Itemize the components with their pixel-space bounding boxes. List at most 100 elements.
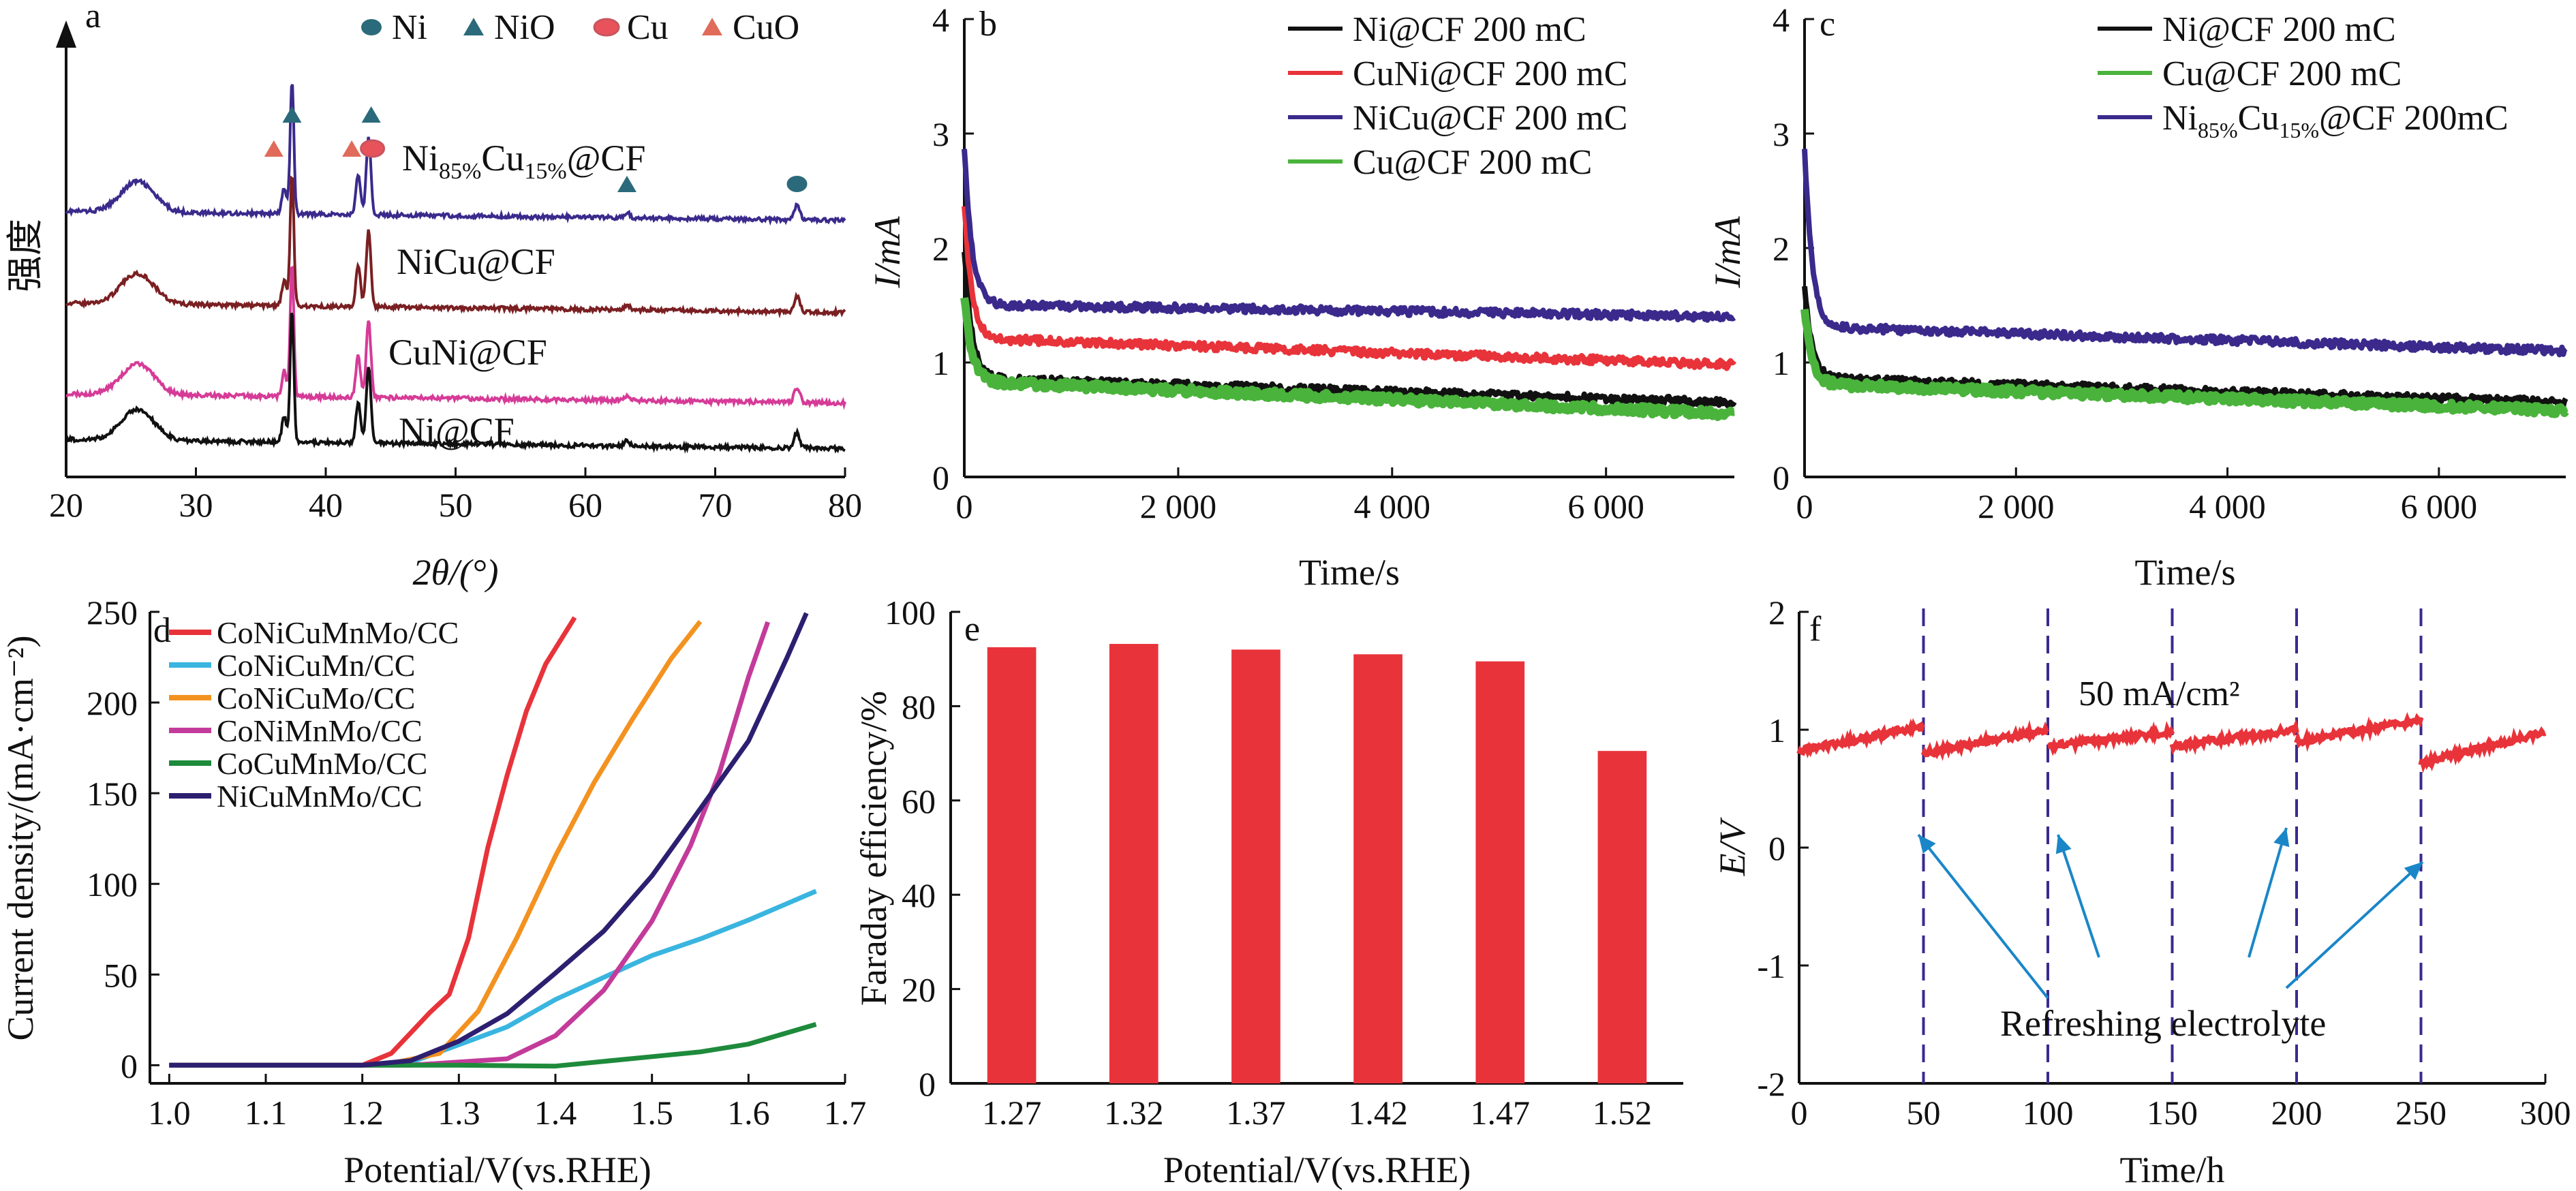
panel-a-x-tick-label: 20: [49, 486, 83, 524]
panel-d-x-tick-label: 1.1: [245, 1094, 288, 1132]
panel-e: 0 20 40 60 80 100 1.27 1.32 1.37 1.42 1.47 1.52 Pote…: [853, 593, 1683, 1190]
panel-d-legend-label-5: NiCuMnMo/CC: [217, 779, 423, 814]
panel-a-letter: a: [85, 0, 101, 35]
panel-a-series-2: [65, 265, 846, 410]
panel-b-y-tick-label: 1: [932, 344, 949, 382]
panel-b-legend-label-3: Cu@CF 200 mC: [1353, 143, 1592, 182]
panel-d: 0 50 100 150 200 250 1.0 1.1 1.2 1.3 1.4 1.5 1.6 1.7 P…: [0, 593, 866, 1190]
panel-d-series-4: [169, 1022, 817, 1069]
panel-e-y-tick-label: 0: [919, 1065, 936, 1103]
panel-a-series-label-2: CuNi@CF: [388, 332, 547, 373]
panel-b-x-tick-label: 4 000: [1354, 487, 1431, 525]
panel-f-annotation: 50 mA/cm²: [2079, 675, 2240, 713]
panel-d-x-tick-label: 1.2: [341, 1094, 384, 1132]
peak-marker-nio: [282, 106, 302, 123]
label-part: @CF: [567, 138, 646, 179]
panel-b-y-tick-label: 4: [932, 1, 949, 39]
panel-e-x-tick-label: 1.27: [982, 1094, 1042, 1132]
panel-d-legend-label-0: CoNiCuMnMo/CC: [217, 615, 459, 650]
panel-f-x-tick-label: 300: [2520, 1094, 2571, 1132]
panel-a-series-label-0: Ni85%Cu15%@CF: [402, 138, 645, 184]
panel-b-y-label: I/mA: [867, 216, 908, 289]
panel-d-x-tick-label: 1.6: [727, 1094, 770, 1132]
panel-f-segment-4: [2294, 711, 2424, 752]
panel-e-bar-1: [1109, 644, 1159, 1083]
panel-f-arrow-label: Refreshing electrolyte: [2000, 1003, 2326, 1044]
panel-d-series-1: [169, 888, 817, 1068]
panel-e-y-tick-label: 20: [902, 971, 936, 1009]
panel-e-y-tick-label: 80: [902, 687, 936, 726]
panel-c-y-tick-label: 2: [1773, 230, 1790, 268]
panel-d-series-5: [169, 612, 809, 1068]
panel-f-x-tick-label: 200: [2271, 1094, 2322, 1132]
legend-marker-cu: [593, 18, 620, 37]
panel-a-series-1: [65, 175, 846, 319]
panel-f-x-tick-label: 250: [2395, 1094, 2447, 1132]
panel-c-legend-label-0: Ni@CF 200 mC: [2162, 10, 2396, 49]
panel-f-y-label: E/V: [1712, 817, 1753, 877]
peak-marker-cuo: [342, 140, 362, 157]
panel-e-x-label: Potential/V(vs.RHE): [1163, 1149, 1471, 1190]
panel-d-x-tick-label: 1.7: [824, 1094, 867, 1132]
panel-b-legend-label-2: NiCu@CF 200 mC: [1353, 99, 1627, 138]
label-sub: 15%: [2279, 118, 2319, 142]
panel-c-x-label: Time/s: [2134, 552, 2235, 593]
panel-e-letter: e: [964, 610, 980, 649]
panel-d-series-3: [169, 621, 771, 1068]
panel-a-series-label-3: Ni@CF: [399, 410, 515, 451]
panel-f-y-tick-label: 2: [1768, 593, 1785, 632]
peak-marker-nio: [361, 106, 381, 123]
panel-b-series-2: [962, 149, 1736, 323]
panel-c-x-tick-label: 6 000: [2401, 487, 2478, 525]
panel-c-x-tick-label: 4 000: [2189, 487, 2266, 525]
panel-f-y-tick-label: 0: [1768, 829, 1785, 867]
panel-b-letter: b: [979, 5, 997, 44]
panel-f: -2 -1 0 1 2 0 50 100 150 200 250 300 Time/h E/V f 50 mA…: [1712, 593, 2571, 1190]
panel-f-segment-0: [1796, 717, 1925, 758]
panel-c-y-tick-label: 4: [1773, 1, 1790, 39]
panel-f-segment-2: [2046, 721, 2175, 756]
panel-c-legend-label-2: Ni85%Cu15%@CF 200mC: [2162, 99, 2509, 142]
panel-a-x-tick-label: 80: [828, 486, 862, 524]
panel-d-x-tick-label: 1.4: [534, 1094, 577, 1132]
panel-c-series-1: [1800, 309, 2569, 418]
panel-f-letter: f: [1809, 610, 1822, 649]
panel-d-legend-label-4: CoCuMnMo/CC: [217, 746, 427, 781]
panel-b: b 0 1 2 3 4 0 2 000 4 000 6 000 Time/s I/mA Ni@CF 20…: [867, 1, 1738, 593]
panel-a-series-0: [65, 84, 846, 226]
panel-f-x-label: Time/h: [2119, 1149, 2224, 1190]
panel-b-x-label: Time/s: [1299, 552, 1400, 593]
panel-e-y-label: Faraday efficiency/%: [853, 691, 894, 1006]
panel-b-y-tick-label: 0: [932, 459, 949, 497]
panel-d-y-tick-label: 50: [104, 956, 138, 994]
panel-c-x-tick-label: 0: [1796, 487, 1813, 525]
panel-f-segment-3: [2169, 719, 2299, 756]
panel-b-x-tick-label: 2 000: [1140, 487, 1217, 525]
panel-a-x-tick-label: 40: [309, 486, 343, 524]
panel-f-arrow-3: [2285, 861, 2424, 989]
panel-a-x-tick-label: 30: [179, 486, 213, 524]
peak-marker-cu: [360, 139, 386, 158]
label-part: Ni: [2162, 99, 2198, 138]
panel-f-arrow-0: [1917, 833, 2049, 1000]
panel-f-x-tick-label: 150: [2147, 1094, 2198, 1132]
panel-c-series-2: [1802, 149, 2568, 358]
panel-d-x-tick-label: 1.0: [148, 1094, 191, 1132]
panel-d-legend-label-2: CoNiCuMo/CC: [217, 681, 415, 715]
panel-e-x-tick-label: 1.47: [1471, 1094, 1531, 1132]
panel-a-series-label-1: NiCu@CF: [397, 241, 555, 282]
panel-f-x-tick-label: 0: [1791, 1094, 1808, 1132]
panel-a-x-label: 2θ/(°): [412, 552, 498, 593]
panel-f-x-tick-label: 50: [1907, 1094, 1941, 1132]
panel-a-y-label: 强度: [5, 219, 46, 292]
panel-e-bar-4: [1475, 661, 1525, 1083]
panel-d-y-tick-label: 0: [121, 1047, 138, 1085]
panel-c-y-label: I/mA: [1707, 216, 1748, 289]
label-sub: 15%: [524, 159, 566, 184]
panel-f-arrowhead-3: [2404, 862, 2423, 880]
legend-label-nio: NiO: [494, 8, 555, 47]
panel-f-arrow-1: [2057, 834, 2100, 958]
panel-d-y-tick-label: 200: [87, 684, 138, 722]
